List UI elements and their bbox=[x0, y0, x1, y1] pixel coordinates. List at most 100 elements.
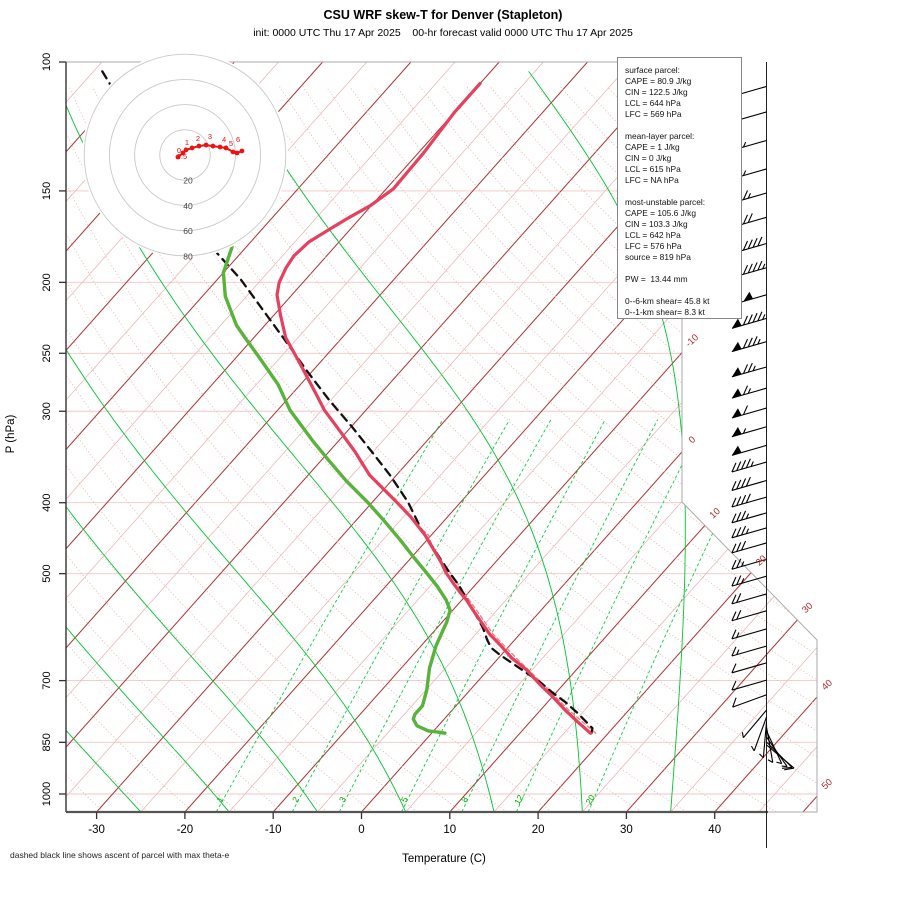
wind-barb bbox=[731, 679, 767, 691]
wind-barb bbox=[731, 575, 767, 587]
info-box-line: surface parcel: bbox=[625, 65, 680, 75]
chart-title: CSU WRF skew-T for Denver (Stapleton) bbox=[324, 8, 563, 22]
moist-adiabat-line bbox=[66, 71, 495, 812]
mixing-ratio-line bbox=[291, 419, 510, 812]
isotherm-label: 40 bbox=[820, 678, 835, 693]
mixing-ratio-line bbox=[401, 419, 606, 812]
moist-adiabat-line bbox=[528, 71, 686, 812]
x-axis-tick-label: 30 bbox=[620, 824, 633, 836]
hodograph-trace-point bbox=[180, 150, 186, 156]
isotherm-line bbox=[493, 62, 817, 812]
info-box-line: PW = 13.44 mm bbox=[625, 274, 688, 284]
hodograph-disk bbox=[82, 52, 288, 258]
y-axis-tick-label: 300 bbox=[41, 402, 53, 420]
plot-boundary bbox=[65, 61, 818, 814]
x-axis-tick-label: -20 bbox=[177, 824, 194, 836]
dry-adiabat-line bbox=[68, 86, 777, 812]
wind-barb bbox=[731, 540, 767, 554]
isotherm-line bbox=[626, 62, 817, 812]
wind-barb bbox=[731, 405, 767, 419]
mixing-ratio-line bbox=[338, 419, 552, 812]
dewpoint-curve bbox=[221, 245, 452, 735]
isotherm-line bbox=[714, 62, 817, 812]
info-box-line: CIN = 122.5 J/kg bbox=[625, 87, 688, 97]
y-axis-tick-label: 850 bbox=[41, 733, 53, 751]
mixing-ratio-label: 2 bbox=[290, 795, 301, 804]
info-box-line: CAPE = 105.6 J/kg bbox=[625, 208, 696, 218]
moist-adiabat-line bbox=[66, 71, 318, 812]
isotherm-line bbox=[272, 62, 817, 812]
dry-adiabat-line bbox=[138, 86, 817, 812]
mixing-ratio-label: 3 bbox=[337, 795, 348, 804]
info-box-line: CAPE = 1 J/kg bbox=[625, 142, 680, 152]
y-axis-tick-label: 200 bbox=[41, 273, 53, 291]
x-axis-tick-label: -10 bbox=[265, 824, 282, 836]
hodograph-height-label: 2 bbox=[196, 134, 200, 143]
info-box-line: 0--6-km shear= 45.8 kt bbox=[625, 296, 710, 306]
chart-subtitle: init: 0000 UTC Thu 17 Apr 2025 00-hr for… bbox=[253, 27, 633, 39]
y-axis-title: P (hPa) bbox=[5, 414, 17, 453]
info-box-line: CAPE = 80.9 J/kg bbox=[625, 76, 692, 86]
info-box-line: 0--1-km shear= 8.3 kt bbox=[625, 307, 705, 317]
isotherm-label: 50 bbox=[820, 777, 835, 792]
wind-barb bbox=[741, 709, 767, 739]
moist-adiabat-line bbox=[66, 71, 142, 812]
dry-adiabat-line bbox=[66, 86, 598, 812]
hodograph-height-label: 1 bbox=[185, 138, 189, 147]
dry-adiabat-line bbox=[66, 86, 194, 812]
isotherm-line bbox=[66, 62, 544, 812]
wind-barb bbox=[766, 744, 795, 771]
moist-adiabat-line bbox=[66, 71, 230, 812]
hodograph-ring bbox=[83, 53, 287, 257]
hodograph-height-label: 6 bbox=[236, 135, 240, 144]
mixing-ratio-label: 20 bbox=[584, 793, 598, 806]
temperature-curve bbox=[275, 81, 593, 735]
dry-adiabat-line bbox=[66, 86, 553, 812]
wind-barb bbox=[731, 444, 767, 456]
info-box-line: LCL = 615 hPa bbox=[625, 164, 681, 174]
mixing-ratio-line bbox=[461, 419, 659, 812]
info-box-line bbox=[625, 186, 741, 197]
wind-barb bbox=[731, 493, 767, 508]
hodograph-trace-point bbox=[183, 147, 189, 153]
mixing-ratio-line bbox=[215, 419, 444, 812]
x-axis-tick-label: 10 bbox=[443, 824, 456, 836]
wind-barb bbox=[731, 510, 767, 524]
x-axis-tick-label: 40 bbox=[708, 824, 721, 836]
mixing-ratio-label: 1 bbox=[214, 795, 225, 804]
dry-adiabat-line bbox=[396, 86, 817, 812]
wind-barb bbox=[731, 645, 767, 657]
isotherm-line bbox=[66, 62, 191, 812]
hodograph-ring bbox=[134, 104, 236, 206]
wind-barb bbox=[731, 362, 767, 378]
hodograph-trace-point bbox=[234, 150, 240, 156]
info-box-line: most-unstable parcel: bbox=[625, 197, 706, 207]
moist-adiabat-line bbox=[66, 71, 407, 812]
hodograph-ring-label: 20 bbox=[183, 176, 193, 186]
wind-barb bbox=[731, 385, 767, 399]
hodograph-trace-point bbox=[189, 145, 195, 151]
mixing-ratio-label: 5 bbox=[399, 795, 410, 804]
wind-barb bbox=[731, 426, 767, 438]
hodograph-trace-point bbox=[210, 143, 216, 149]
hodograph-trace-point bbox=[239, 148, 245, 154]
info-box-line: LCL = 644 hPa bbox=[625, 98, 681, 108]
hodograph-height-label: 0 bbox=[177, 146, 181, 155]
wind-barb bbox=[731, 336, 767, 353]
info-box-line: LFC = 576 hPa bbox=[625, 241, 682, 251]
info-box-line: LFC = NA hPa bbox=[625, 175, 679, 185]
mixing-ratio-line bbox=[515, 419, 706, 812]
info-box-line: LCL = 642 hPa bbox=[625, 230, 681, 240]
hodograph-inset: 20 40 60 80 00.5 1 2 3 4 5 6 bbox=[82, 52, 288, 261]
isotherm-label: 30 bbox=[800, 601, 815, 616]
hodograph-trace-point bbox=[223, 145, 229, 151]
hodograph-ring bbox=[108, 78, 262, 232]
isotherm-line bbox=[66, 62, 412, 812]
isotherm-line bbox=[66, 62, 632, 812]
wind-barb bbox=[731, 609, 767, 622]
hodograph-ring-label: 80 bbox=[183, 251, 193, 261]
dry-adiabat-line bbox=[66, 86, 508, 812]
x-axis-tick-label: 0 bbox=[358, 824, 364, 836]
isotherm-line bbox=[66, 62, 677, 812]
isotherm-line bbox=[66, 62, 456, 812]
